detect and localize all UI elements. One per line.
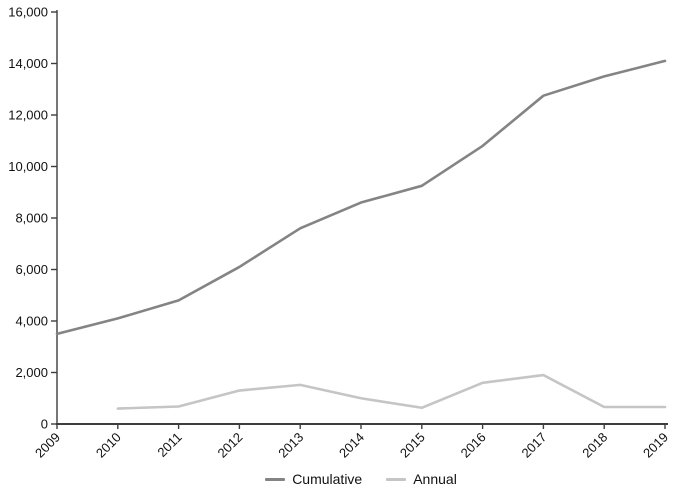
x-axis-tick-label: 2017 xyxy=(518,430,549,461)
y-axis-tick-label: 4,000 xyxy=(15,314,48,329)
series-line-cumulative xyxy=(55,59,667,336)
x-axis-tick-label: 2010 xyxy=(93,430,124,461)
y-axis-tick-label: 14,000 xyxy=(8,56,48,71)
cumulative-line-swatch xyxy=(265,477,286,481)
x-axis-tick-label: 2015 xyxy=(397,430,428,461)
legend-item-cumulative: Cumulative xyxy=(265,471,362,487)
x-axis-tick-label: 2011 xyxy=(154,430,184,460)
x-axis-tick-label: 2016 xyxy=(458,430,489,461)
x-axis-tick-label: 2009 xyxy=(32,430,63,461)
y-axis-tick-label: 0 xyxy=(41,417,48,432)
y-axis-tick-label: 10,000 xyxy=(8,159,48,174)
y-axis-tick-label: 12,000 xyxy=(8,108,48,123)
y-axis-tick-label: 8,000 xyxy=(15,211,48,226)
chart-legend: Cumulative Annual xyxy=(57,469,665,489)
series-line-annual xyxy=(116,373,667,410)
legend-label-cumulative: Cumulative xyxy=(292,471,363,487)
x-axis-tick-label: 2013 xyxy=(275,430,306,461)
x-axis-tick-label: 2018 xyxy=(579,430,610,461)
y-axis-tick-label: 6,000 xyxy=(15,262,48,277)
legend-item-annual: Annual xyxy=(386,471,457,487)
x-axis-tick-label: 2019 xyxy=(640,430,671,461)
y-axis-tick-label: 16,000 xyxy=(8,5,48,20)
x-axis-tick-label: 2014 xyxy=(336,430,367,461)
x-axis-tick-label: 2012 xyxy=(214,430,245,461)
legend-label-annual: Annual xyxy=(413,471,457,487)
annual-line-swatch xyxy=(386,477,407,481)
y-axis-tick-label: 2,000 xyxy=(15,365,48,380)
